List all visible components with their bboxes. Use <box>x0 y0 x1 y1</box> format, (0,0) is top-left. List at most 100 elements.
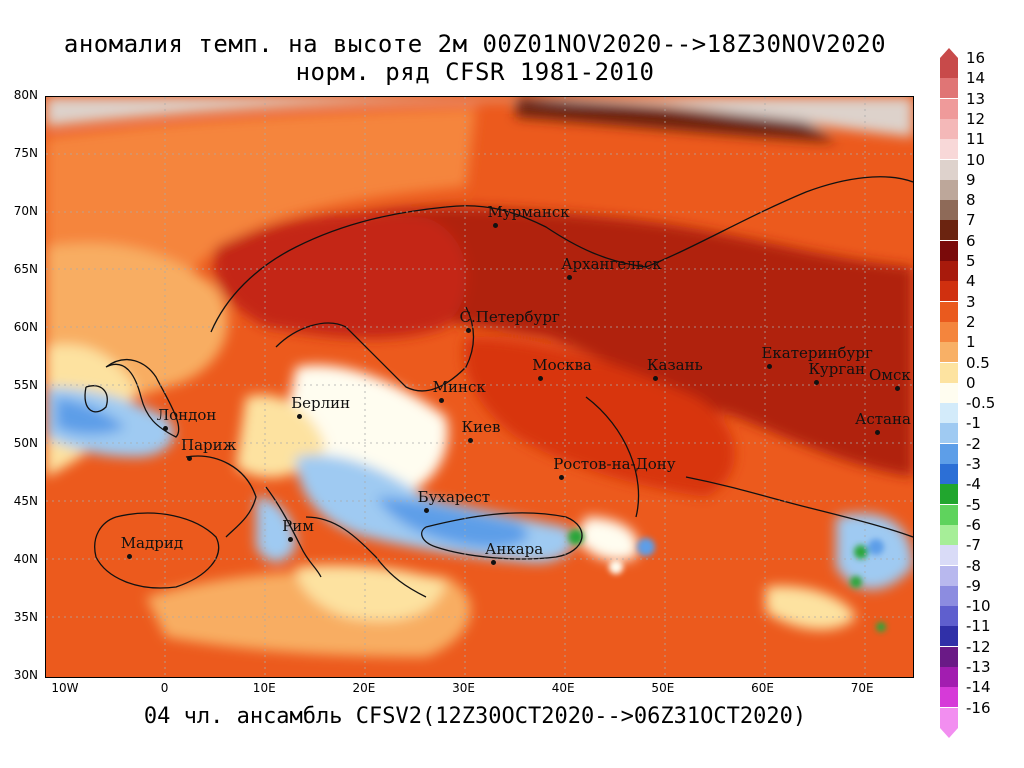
legend-swatch <box>940 585 958 606</box>
legend-swatch <box>940 423 958 444</box>
legend-swatch <box>940 687 958 708</box>
city-label: Екатеринбург <box>761 344 873 363</box>
city-label: Архангельск <box>561 254 662 273</box>
city-label: Москва <box>532 356 592 375</box>
lat-tick-label: 50N <box>13 436 38 450</box>
coastlines <box>84 176 913 598</box>
legend-swatch <box>940 626 958 647</box>
legend-label: 3 <box>966 292 976 311</box>
legend-label: -10 <box>966 597 991 616</box>
legend-swatch <box>940 118 958 139</box>
legend-label: -6 <box>966 515 981 534</box>
legend-label: 16 <box>966 49 986 67</box>
lat-tick-label: 75N <box>13 146 38 160</box>
legend-label: -7 <box>966 536 981 555</box>
lat-tick-label: 55N <box>13 378 38 392</box>
city-marker <box>288 536 294 542</box>
legend-swatch <box>940 98 958 119</box>
city-label: Казань <box>646 355 703 374</box>
lat-tick-label: 70N <box>13 204 38 218</box>
city-marker <box>187 456 192 462</box>
legend-swatch <box>940 606 958 627</box>
legend-swatch <box>940 667 958 687</box>
lon-tick-label: 40E <box>551 681 575 695</box>
lon-tick-label: 60E <box>751 681 774 695</box>
legend-swatch <box>940 179 958 200</box>
city-marker <box>559 475 565 481</box>
city-marker <box>814 379 820 385</box>
legend-label: -14 <box>966 678 991 697</box>
legend-label: -12 <box>966 637 991 656</box>
legend-label: -13 <box>966 658 991 676</box>
city-marker <box>465 328 471 334</box>
city-label: Ростов-на-Дону <box>553 455 676 474</box>
lon-tick-label: 50E <box>651 681 675 695</box>
legend-swatch <box>940 78 958 99</box>
legend-swatch <box>940 545 958 566</box>
legend-label: -3 <box>966 455 981 473</box>
map-title: аномалия темп. на высоте 2м 00Z01NOV2020… <box>63 30 887 58</box>
anomaly-field <box>46 97 913 677</box>
city-marker <box>162 425 168 431</box>
legend-label: -16 <box>966 698 991 717</box>
city-marker <box>767 364 773 370</box>
legend-swatch <box>940 646 958 667</box>
legend-label: 4 <box>966 272 976 291</box>
legend-label: 1 <box>966 333 976 352</box>
legend-arrow-up <box>940 48 958 58</box>
city-marker <box>126 554 132 560</box>
city-marker <box>567 274 573 280</box>
legend-arrow-down <box>940 727 958 738</box>
legend-swatch <box>940 443 958 464</box>
legend-swatch <box>940 565 958 586</box>
legend-label: -0.5 <box>966 394 996 413</box>
legend-swatch <box>940 240 958 261</box>
legend-swatch <box>940 261 958 281</box>
city-label: Курган <box>808 359 866 378</box>
lat-tick-label: 80N <box>13 88 38 102</box>
city-marker <box>423 507 429 513</box>
legend-label: 9 <box>966 170 976 189</box>
legend-label: 13 <box>966 89 986 108</box>
lon-tick-label: 30E <box>452 681 475 695</box>
map-subtitle: норм. ряд CFSR 1981-2010 <box>295 58 655 86</box>
legend-label: 8 <box>966 191 976 210</box>
city-marker <box>438 397 444 403</box>
city-marker <box>538 376 544 382</box>
legend-swatch <box>940 342 958 363</box>
city-label: Минск <box>432 377 486 396</box>
legend-label: -9 <box>966 576 981 595</box>
city-label: Париж <box>181 436 237 455</box>
legend-swatch <box>940 139 958 160</box>
legend-label: 0.5 <box>966 353 990 372</box>
legend-label: -11 <box>966 617 991 636</box>
city-label: Анкара <box>484 540 544 559</box>
legend-label: -8 <box>966 556 981 575</box>
city-marker <box>493 222 499 228</box>
city-label: Берлин <box>291 394 351 412</box>
gridlines <box>46 97 913 677</box>
legend-label: 12 <box>966 109 986 128</box>
legend-label: -4 <box>966 475 981 494</box>
anomaly-map: Мурманск Архангельск С.Петербург Москва Каза… <box>45 96 914 678</box>
legend-label: 10 <box>966 150 986 169</box>
city-marker <box>467 437 473 443</box>
color-legend: 16 14 13 12 11 10 9 8 7 6 5 4 3 2 1 0.5 0 -0.5 -1 -2 -3 -4 -5-… <box>938 48 1018 738</box>
city-marker <box>652 375 658 381</box>
city-marker <box>895 385 901 391</box>
city-marker <box>875 429 881 435</box>
lat-tick-label: 30N <box>13 668 38 682</box>
city-marker <box>490 560 496 566</box>
legend-label: 0 <box>966 373 976 392</box>
city-label: Рим <box>282 516 314 535</box>
legend-swatch <box>940 281 958 302</box>
legend-label: -1 <box>966 414 981 433</box>
legend-swatch <box>940 504 958 525</box>
legend-swatch <box>940 707 958 728</box>
legend-swatch <box>940 524 958 545</box>
legend-swatch <box>940 382 958 403</box>
lon-tick-label: 70E <box>850 681 874 695</box>
city-label: С.Петербург <box>459 308 560 327</box>
city-label: Мурманск <box>487 202 570 221</box>
city-label: Киев <box>461 417 501 436</box>
